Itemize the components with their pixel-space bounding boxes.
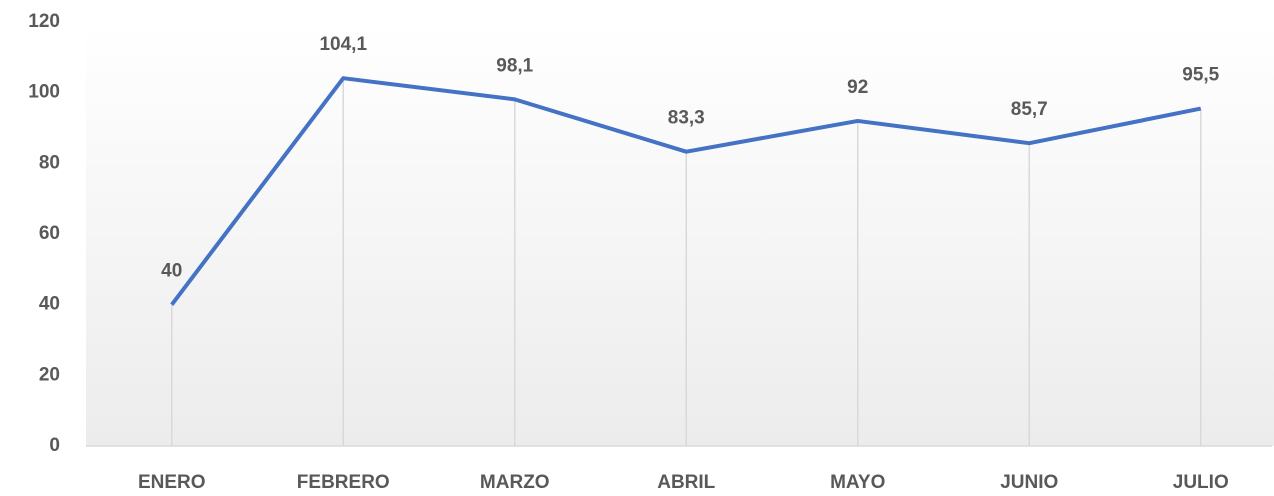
data-label: 98,1 xyxy=(496,55,533,76)
line xyxy=(170,76,1202,306)
x-tick-label: JULIO xyxy=(1173,472,1229,493)
y-tick-label: 40 xyxy=(39,294,60,315)
data-label: 104,1 xyxy=(319,34,367,55)
y-tick-label: 120 xyxy=(28,11,60,32)
data-label: 83,3 xyxy=(668,108,705,129)
x-tick-label: JUNIO xyxy=(1000,472,1058,493)
y-tick-label: 20 xyxy=(39,364,60,385)
x-tick-label: FEBRERO xyxy=(297,472,390,493)
x-tick-label: ENERO xyxy=(138,472,206,493)
x-tick-label: MARZO xyxy=(480,472,550,493)
data-label: 92 xyxy=(847,77,868,98)
data-label: 40 xyxy=(161,261,182,282)
x-tick-label: ABRIL xyxy=(657,472,715,493)
data-label: 95,5 xyxy=(1182,65,1219,86)
plot-area xyxy=(86,22,1274,446)
y-tick-label: 100 xyxy=(28,82,60,103)
y-tick-label: 80 xyxy=(39,152,60,173)
y-tick-label: 60 xyxy=(39,223,60,244)
x-tick-label: MAYO xyxy=(830,472,885,493)
y-tick-label: 0 xyxy=(49,435,60,456)
data-label: 85,7 xyxy=(1011,99,1048,120)
